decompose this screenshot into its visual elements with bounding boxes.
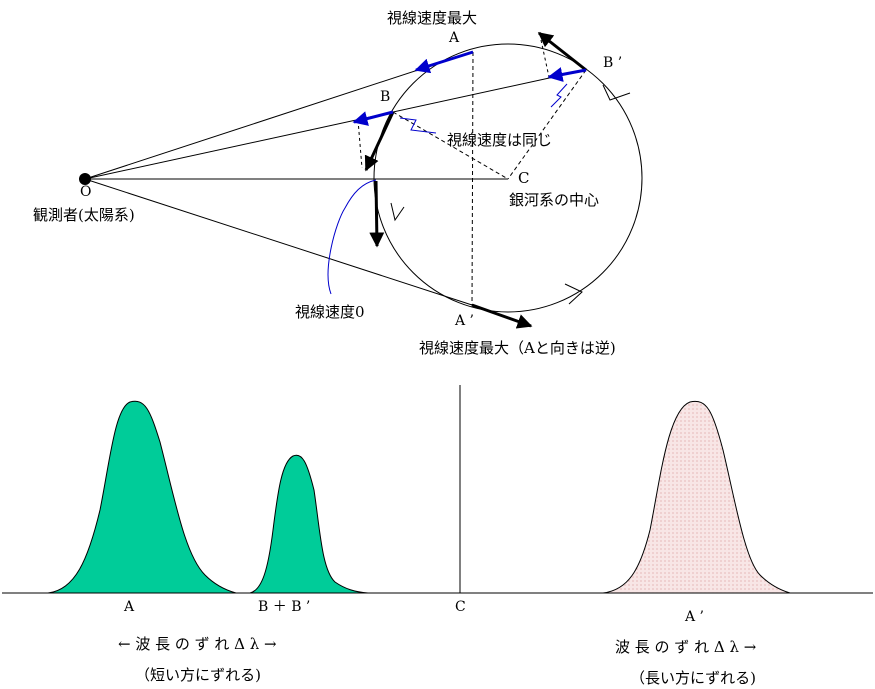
orbit-direction-marker-2 [564,283,583,305]
label-point-o: O [80,184,91,200]
orbit-diagram: 視線速度最大 A B B ’ 視線速度は同じ C 銀河系の中心 O 観測者(太陽… [33,9,643,357]
radial-velocity-arrow-b [352,110,394,126]
label-max-speed-top: 視線速度最大 [387,9,477,27]
radial-velocity-arrow-a [414,50,474,74]
spectrum-label-a-prime: A ’ [684,609,704,625]
label-center-c: C [518,169,529,187]
spectrum-shift-left: ← 波 長 の ず れ Δ λ → [118,635,277,653]
spectrum-peak-a-prime [602,400,791,594]
velocity-arrow-near-point [369,180,385,248]
spectrum-shift-right-note: （長い方にずれる) [630,669,756,687]
label-same-speed: 視線速度は同じ [447,131,552,149]
radius-b-c [392,111,509,180]
label-galactic-center: 銀河系の中心 [509,191,599,209]
label-max-speed-bottom: 視線速度最大（Aと向きは逆) [419,339,616,357]
label-point-b: B [380,89,390,105]
spectrum-diagram: A B ＋ B ’ C A ’ ← 波 長 の ず れ Δ λ → （短い方にず… [2,385,873,687]
leader-zero-speed [327,179,377,295]
spectrum-label-a: A [123,599,135,615]
projection-bprime [540,39,550,78]
label-observer: 観測者(太陽系) [33,206,135,224]
orbit-direction-marker-3 [390,202,405,222]
orbit-circle [373,43,643,313]
label-zero-speed: 視線速度0 [295,303,365,321]
radius-bprime-c [507,69,587,180]
spectrum-shift-left-note: （短い方にずれる) [135,666,261,684]
zigzag-pointer-same-speed [399,117,437,134]
label-point-b-prime: B ’ [603,55,622,71]
orbit-direction-marker-1 [602,84,631,101]
velocity-arrow-b [364,111,395,172]
radial-velocity-arrow-bprime [547,67,587,82]
sightline-a [84,51,474,180]
velocity-arrow-aprime [471,303,533,329]
spectrum-peak-a [47,400,237,594]
sightline-a-prime [84,178,473,306]
spectrum-label-bb: B ＋ B ’ [258,599,310,615]
projection-b [357,119,363,169]
label-point-a-prime: A ’ [454,313,474,329]
spectrum-shift-right: 波 長 の ず れ Δ λ → [615,638,757,656]
radius-a-aprime [471,51,474,306]
spectrum-peak-bb [249,454,369,594]
zigzag-pointer-bprime [550,83,568,108]
label-point-a: A [448,30,460,46]
spectrum-label-c: C [455,599,466,615]
observer-dot [79,173,91,185]
velocity-arrow-bprime [537,31,587,72]
sightline-b [84,69,587,180]
